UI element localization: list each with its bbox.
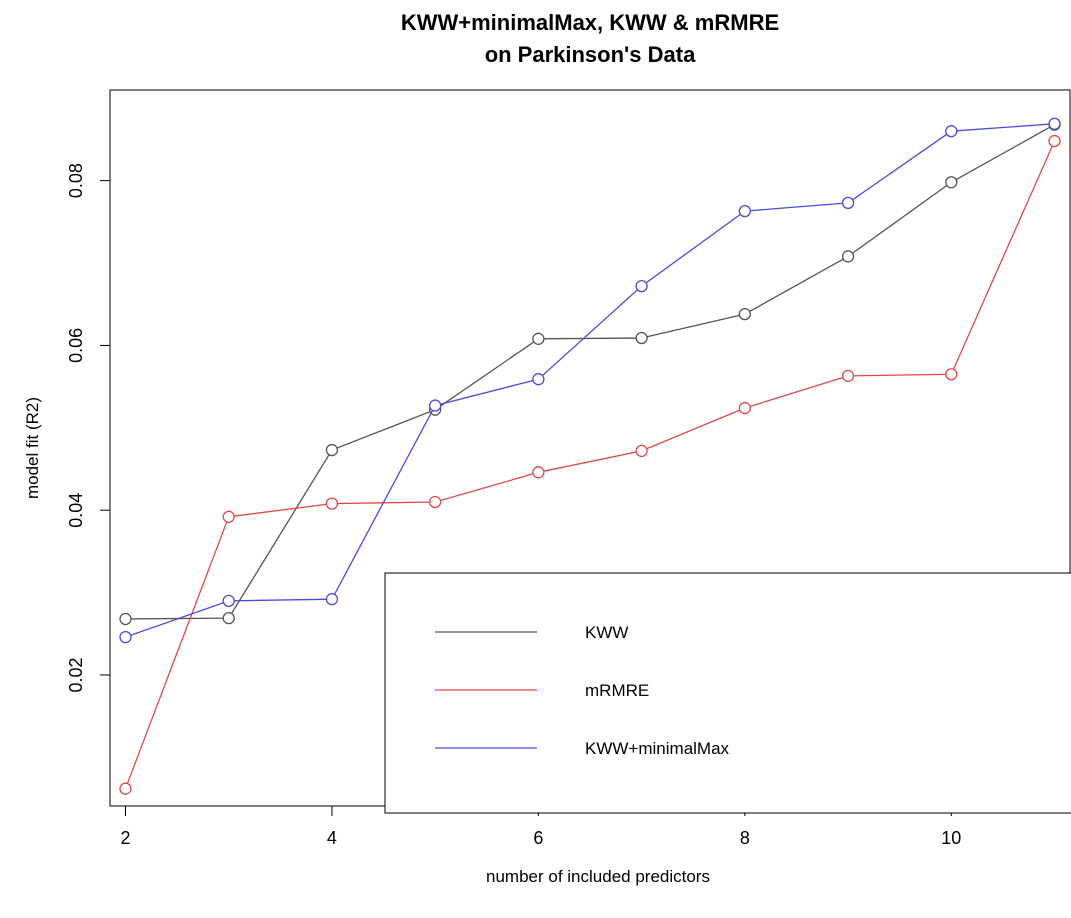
legend: KWW mRMRE KWW+minimalMax [384, 572, 1071, 814]
y-tick-label: 0.04 [66, 493, 86, 528]
series-kww-minimalmax [119, 117, 1061, 644]
data-point-kww [738, 307, 751, 321]
data-point-mrmre [738, 401, 751, 415]
series-mrmre [119, 134, 1061, 795]
data-point-kww-minimalmax [429, 399, 442, 412]
x-tick-label: 8 [740, 828, 750, 848]
legend-items: KWW mRMRE KWW+minimalMax [435, 623, 730, 758]
series-line-kww [125, 124, 1055, 620]
y-axis: 0.02 0.04 0.06 0.08 [66, 163, 110, 693]
data-point-mrmre [532, 466, 545, 479]
x-tick-label: 6 [533, 828, 543, 848]
data-point-mrmre [325, 497, 339, 510]
y-tick-label: 0.08 [66, 163, 86, 198]
data-point-kww-minimalmax [1048, 117, 1061, 130]
data-point-kww-minimalmax [738, 204, 751, 218]
series-layer [119, 117, 1061, 795]
data-point-mrmre [841, 369, 855, 383]
data-point-kww-minimalmax [841, 196, 855, 210]
chart-title-line-1: KWW+minimalMax, KWW & mRMRE [401, 10, 779, 35]
data-point-kww [119, 612, 132, 626]
y-tick-label: 0.02 [66, 657, 86, 692]
data-point-kww-minimalmax [532, 373, 545, 386]
series-line-mrmre [124, 140, 1056, 789]
data-point-mrmre [222, 510, 235, 523]
legend-box [384, 572, 1071, 814]
data-point-kww [325, 443, 339, 457]
series-kww [119, 118, 1061, 626]
data-point-kww-minimalmax [635, 279, 648, 293]
x-tick-label: 2 [120, 828, 130, 848]
x-tick-label: 4 [327, 828, 337, 848]
legend-label-kww-minimalmax: KWW+minimalMax [585, 739, 730, 758]
data-point-kww-minimalmax [222, 594, 235, 607]
data-point-kww-minimalmax [325, 593, 339, 606]
data-point-mrmre [119, 782, 132, 795]
data-point-mrmre [635, 444, 648, 458]
data-point-kww [945, 176, 958, 189]
x-tick-label: 10 [941, 828, 961, 848]
y-tick-label: 0.06 [66, 328, 86, 363]
y-axis-label: model fit (R2) [23, 397, 42, 499]
data-point-kww [222, 611, 235, 625]
x-axis-label: number of included predictors [486, 867, 710, 886]
data-point-mrmre [1048, 134, 1061, 148]
legend-label-kww: KWW [585, 623, 628, 642]
data-point-mrmre [429, 495, 442, 509]
chart-title-line-2: on Parkinson's Data [485, 42, 696, 67]
series-line-kww-minimalmax [125, 123, 1055, 638]
data-point-kww [841, 250, 855, 263]
data-point-mrmre [945, 368, 958, 381]
data-point-kww [635, 331, 648, 345]
legend-label-mrmre: mRMRE [585, 681, 649, 700]
data-point-kww-minimalmax [945, 125, 958, 138]
x-axis: 2 4 6 8 10 [120, 806, 961, 848]
data-point-kww-minimalmax [119, 630, 132, 644]
data-point-kww [532, 332, 545, 345]
